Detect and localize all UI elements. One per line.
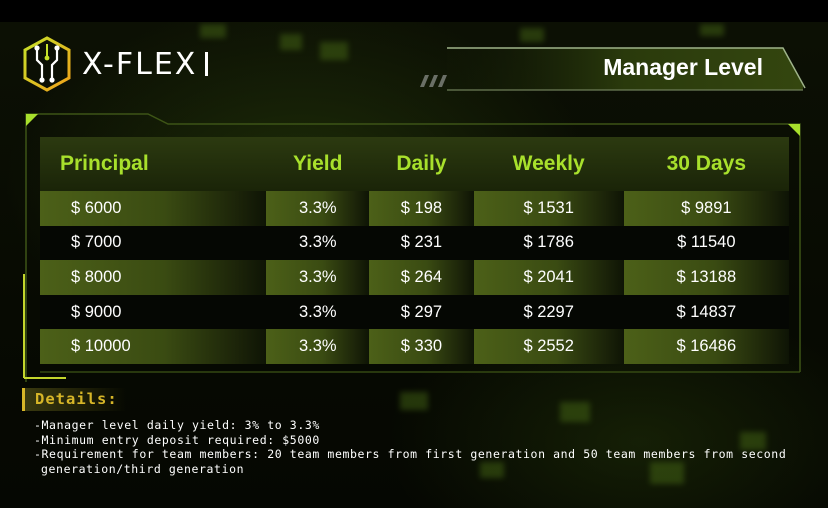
cell-daily: $ 198 <box>369 191 474 226</box>
bg-glow-square <box>200 24 226 38</box>
table-panel-frame <box>23 113 801 382</box>
column-header-yield: Yield <box>266 137 370 191</box>
bg-glow-square <box>280 34 302 50</box>
decor-stripes <box>420 75 447 87</box>
cell-principal: $ 6000 <box>40 191 267 226</box>
column-header-weekly: Weekly <box>473 137 624 191</box>
details-line: -Manager level daily yield: 3% to 3.3% <box>34 418 320 432</box>
cell-principal: $ 10000 <box>40 329 267 364</box>
cell-yield: 3.3% <box>266 329 370 364</box>
bg-glow-square <box>520 28 544 42</box>
cell-30-days: $ 14837 <box>623 294 789 330</box>
table-row: $ 6000 3.3% $ 198 $ 1531 $ 9891 <box>40 191 789 226</box>
details-line: generation/third generation <box>41 461 245 476</box>
cell-weekly: $ 1531 <box>473 191 624 226</box>
cell-yield: 3.3% <box>266 294 370 330</box>
cell-30-days: $ 11540 <box>623 225 789 261</box>
cell-principal: $ 8000 <box>40 260 267 295</box>
table-header-row: Principal Yield Daily Weekly 30 Days <box>40 137 789 191</box>
cell-weekly: $ 2041 <box>473 260 624 295</box>
cell-daily: $ 264 <box>369 260 474 295</box>
bg-glow-square <box>320 42 348 60</box>
cell-weekly: $ 1786 <box>473 225 624 261</box>
bg-glow-square <box>560 402 590 422</box>
brand-cursor-bar <box>205 52 209 76</box>
table-row: $ 9000 3.3% $ 297 $ 2297 $ 14837 <box>40 294 789 330</box>
cell-principal: $ 7000 <box>40 225 267 261</box>
cell-30-days: $ 9891 <box>623 191 789 226</box>
table-row: $ 8000 3.3% $ 264 $ 2041 $ 13188 <box>40 260 789 295</box>
brand-logo: X-FLEX <box>22 36 209 92</box>
column-header-30-days: 30 Days <box>623 137 789 191</box>
column-header-principal: Principal <box>40 137 267 191</box>
bg-glow-square <box>650 462 684 484</box>
cell-yield: 3.3% <box>266 260 370 295</box>
details-title: Details: <box>22 388 126 411</box>
circuit-hexagon-icon <box>23 36 71 92</box>
banner-frame <box>447 47 806 91</box>
cell-yield: 3.3% <box>266 191 370 226</box>
cell-weekly: $ 2297 <box>473 294 624 330</box>
table-row: $ 10000 3.3% $ 330 $ 2552 $ 16486 <box>40 329 789 364</box>
bg-glow-square <box>480 462 504 478</box>
cell-yield: 3.3% <box>266 225 370 261</box>
banner-title: Manager Level <box>603 54 763 80</box>
cell-daily: $ 297 <box>369 294 474 330</box>
table-row: $ 7000 3.3% $ 231 $ 1786 $ 11540 <box>40 225 789 261</box>
details-line: -Minimum entry deposit required: $5000 <box>34 432 320 447</box>
level-banner: Manager Level <box>447 46 807 91</box>
cell-weekly: $ 2552 <box>473 329 624 364</box>
slide: X-FLEX Manager Level <box>0 22 828 508</box>
bg-glow-square <box>740 432 766 450</box>
column-header-daily: Daily <box>369 137 474 191</box>
cell-30-days: $ 16486 <box>623 329 789 364</box>
yield-table: Principal Yield Daily Weekly 30 Days $ 6… <box>40 137 789 364</box>
bg-glow-square <box>700 24 724 36</box>
brand-name: X-FLEX <box>82 46 198 82</box>
bg-glow-square <box>400 392 428 410</box>
cell-daily: $ 330 <box>369 329 474 364</box>
details-section: Details: -Manager level daily yield: 3% … <box>22 388 812 476</box>
details-line: -Requirement for team members: 20 team m… <box>34 447 787 461</box>
cell-principal: $ 9000 <box>40 294 267 330</box>
cell-30-days: $ 13188 <box>623 260 789 295</box>
cell-daily: $ 231 <box>369 225 474 261</box>
